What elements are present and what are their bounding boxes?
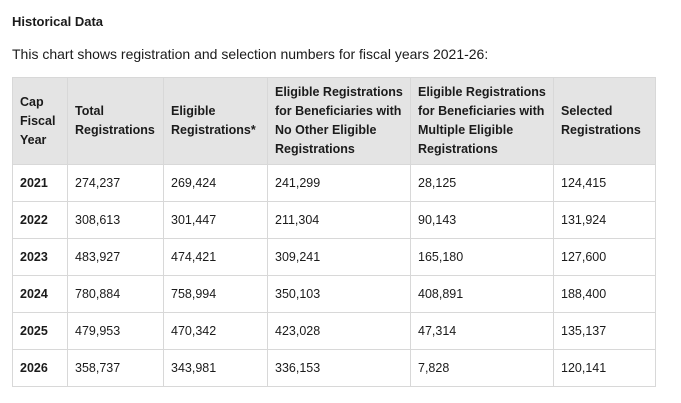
cell-eligible-multiple: 90,143 <box>410 201 554 239</box>
cell-eligible-multiple: 47,314 <box>410 312 554 350</box>
cell-eligible-registrations: 343,981 <box>163 349 268 387</box>
header-line: for Beneficiaries with <box>275 104 402 118</box>
historical-data-table: Cap Fiscal Year Total Registrations Elig… <box>12 77 656 387</box>
cell-selected-registrations: 124,415 <box>553 164 656 202</box>
table-body: 2021 274,237 269,424 241,299 28,125 124,… <box>12 164 656 387</box>
cell-selected-registrations: 135,137 <box>553 312 656 350</box>
header-line: Eligible Registrations <box>418 85 546 99</box>
table-header: Cap Fiscal Year Total Registrations Elig… <box>12 77 656 165</box>
cell-total-registrations: 274,237 <box>67 164 164 202</box>
header-total-registrations: Total Registrations <box>67 77 164 165</box>
cell-eligible-multiple: 7,828 <box>410 349 554 387</box>
section-heading: Historical Data <box>12 14 104 29</box>
cell-eligible-no-other: 336,153 <box>267 349 411 387</box>
header-line: for Beneficiaries with <box>418 104 545 118</box>
table-row: 2024 780,884 758,994 350,103 408,891 188… <box>12 275 656 313</box>
cell-eligible-multiple: 408,891 <box>410 275 554 313</box>
header-line: Registrations <box>561 123 641 137</box>
cell-eligible-no-other: 309,241 <box>267 238 411 276</box>
header-row: Cap Fiscal Year Total Registrations Elig… <box>12 77 656 165</box>
header-line: Registrations <box>275 142 355 156</box>
header-line: Year <box>20 132 47 147</box>
cell-total-registrations: 308,613 <box>67 201 164 239</box>
header-line: Eligible <box>171 104 216 118</box>
cell-fiscal-year: 2024 <box>12 275 68 313</box>
header-line: Eligible Registrations <box>275 85 403 99</box>
header-line: Total <box>75 104 104 118</box>
cell-fiscal-year: 2021 <box>12 164 68 202</box>
header-line: Cap <box>20 94 44 109</box>
table-row: 2023 483,927 474,421 309,241 165,180 127… <box>12 238 656 276</box>
cell-fiscal-year: 2023 <box>12 238 68 276</box>
header-selected-registrations: Selected Registrations <box>553 77 656 165</box>
cell-eligible-multiple: 28,125 <box>410 164 554 202</box>
cell-eligible-multiple: 165,180 <box>410 238 554 276</box>
cell-eligible-registrations: 474,421 <box>163 238 268 276</box>
intro-text: This chart shows registration and select… <box>12 46 489 62</box>
header-eligible-registrations: Eligible Registrations* <box>163 77 268 165</box>
header-cap-fiscal-year: Cap Fiscal Year <box>12 77 68 165</box>
cell-fiscal-year: 2025 <box>12 312 68 350</box>
cell-total-registrations: 358,737 <box>67 349 164 387</box>
cell-eligible-no-other: 211,304 <box>267 201 411 239</box>
cell-total-registrations: 780,884 <box>67 275 164 313</box>
table-row: 2022 308,613 301,447 211,304 90,143 131,… <box>12 201 656 239</box>
header-eligible-multiple: Eligible Registrations for Beneficiaries… <box>410 77 554 165</box>
cell-fiscal-year: 2022 <box>12 201 68 239</box>
cell-selected-registrations: 127,600 <box>553 238 656 276</box>
cell-selected-registrations: 131,924 <box>553 201 656 239</box>
header-line: Registrations <box>418 142 498 156</box>
table-row: 2025 479,953 470,342 423,028 47,314 135,… <box>12 312 656 350</box>
header-line: Fiscal <box>20 113 56 128</box>
cell-eligible-no-other: 423,028 <box>267 312 411 350</box>
cell-eligible-no-other: 241,299 <box>267 164 411 202</box>
cell-eligible-registrations: 758,994 <box>163 275 268 313</box>
cell-eligible-registrations: 301,447 <box>163 201 268 239</box>
cell-fiscal-year: 2026 <box>12 349 68 387</box>
table-row: 2026 358,737 343,981 336,153 7,828 120,1… <box>12 349 656 387</box>
header-line: No Other Eligible <box>275 123 377 137</box>
cell-total-registrations: 483,927 <box>67 238 164 276</box>
header-line: Selected <box>561 104 613 118</box>
cell-eligible-registrations: 470,342 <box>163 312 268 350</box>
cell-total-registrations: 479,953 <box>67 312 164 350</box>
table-row: 2021 274,237 269,424 241,299 28,125 124,… <box>12 164 656 202</box>
cell-selected-registrations: 120,141 <box>553 349 656 387</box>
header-line: Multiple Eligible <box>418 123 514 137</box>
cell-selected-registrations: 188,400 <box>553 275 656 313</box>
cell-eligible-registrations: 269,424 <box>163 164 268 202</box>
header-line: Registrations <box>75 123 155 137</box>
header-line: Registrations* <box>171 123 256 137</box>
header-eligible-no-other: Eligible Registrations for Beneficiaries… <box>267 77 411 165</box>
cell-eligible-no-other: 350,103 <box>267 275 411 313</box>
